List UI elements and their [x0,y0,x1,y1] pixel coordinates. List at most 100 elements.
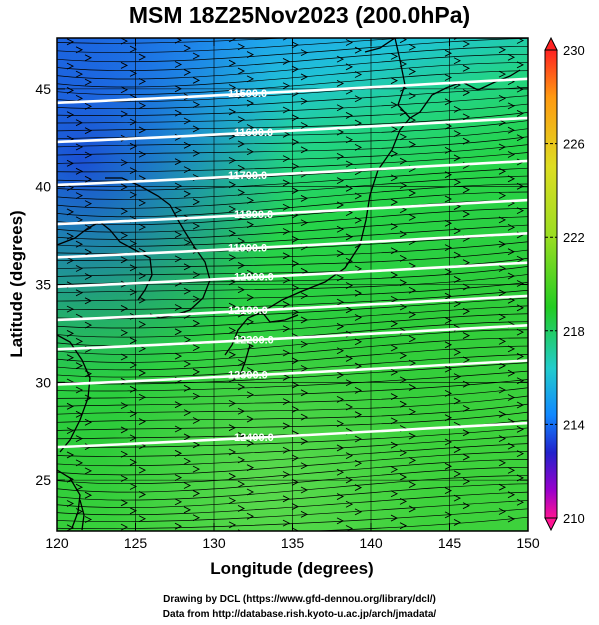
wind-arrow [462,356,471,364]
wind-arrow [507,442,516,450]
streamline [57,70,528,95]
wind-arrow [453,397,462,405]
wind-arrow [129,167,138,174]
wind-arrow [390,441,399,449]
wind-arrow [399,449,408,457]
wind-arrow [138,77,147,85]
wind-arrow [138,199,147,207]
height-contour [57,198,528,226]
wind-arrow [66,62,75,70]
wind-arrow [390,52,399,60]
wind-arrow [246,269,255,277]
wind-arrow [192,101,201,109]
wind-arrow [453,178,462,186]
wind-arrow [507,296,516,304]
wind-arrow [300,389,309,397]
y-axis-ticks: 25 30 35 40 45 [35,81,528,488]
wind-arrow [237,383,246,391]
wind-arrow [399,400,408,408]
wind-arrow [120,232,129,239]
wind-arrow [174,474,183,482]
wind-arrow [183,141,192,149]
wind-arrow [390,295,399,303]
wind-arrow [408,189,417,197]
wind-arrow [345,39,354,46]
wind-arrow [300,146,309,154]
streamline [57,111,528,132]
wind-arrow [345,306,354,314]
wind-arrow [300,195,309,202]
contour-label: 11600.0 [234,127,273,139]
wind-arrow [390,490,399,498]
wind-arrow [174,401,183,409]
wind-arrow [408,481,417,489]
wind-arrow [390,514,399,522]
wind-arrow [66,305,75,313]
wind-arrow [291,114,300,122]
wind-arrow [354,119,363,127]
wind-arrow [408,505,417,513]
wind-arrow [246,439,255,447]
wind-arrow [237,407,246,415]
wind-arrow [336,152,345,160]
wind-arrow [300,316,309,324]
wind-arrow [237,43,246,51]
wind-arrow [399,497,408,505]
wind-arrow [84,248,93,256]
streamline [306,516,528,531]
height-contour [57,421,528,449]
wind-arrow [399,38,408,44]
wind-arrow [237,189,246,196]
wind-arrow [390,344,399,352]
wind-arrow [246,221,255,229]
wind-arrow [507,126,516,134]
wind-arrow [120,523,129,531]
y-axis-title: Latitude (degrees) [7,210,26,357]
wind-arrow [228,229,237,237]
wind-arrow [246,75,255,83]
wind-arrow [129,385,138,393]
wind-arrow [408,92,417,100]
wind-arrow [75,119,84,127]
wind-arrow [444,195,453,203]
contour-label: 12200.0 [234,334,274,346]
wind-arrow [120,207,129,215]
wind-arrow [462,380,471,388]
wind-arrow [192,465,201,473]
wind-arrow [66,111,75,119]
wind-arrow [237,116,246,124]
wind-arrow [300,365,309,372]
wind-arrow [192,417,201,424]
wind-arrow [390,174,399,182]
wind-arrow [246,415,255,423]
wind-arrow [183,190,192,198]
wind-arrow [462,259,471,267]
wind-arrow [192,514,201,522]
wind-arrow [291,235,300,243]
wind-arrow [462,502,471,510]
wind-arrow [192,52,201,60]
wind-arrow [282,82,291,90]
wind-arrow [291,187,300,195]
wind-arrow [129,264,138,272]
wind-arrow [507,515,516,523]
wind-arrow [174,352,183,360]
wind-arrow [291,260,300,267]
wind-arrow [66,38,75,46]
wind-arrow [174,158,183,166]
wind-arrow [444,341,453,349]
streamline [57,136,528,156]
wind-arrow [345,282,354,289]
wind-arrow [84,491,93,499]
wind-arrow [462,40,471,48]
wind-arrow [390,368,399,376]
wind-arrow [516,328,525,336]
wind-arrow [66,232,75,240]
wind-arrow [345,63,354,71]
wind-arrow [444,171,453,179]
wind-arrow [399,279,408,287]
wind-arrow [444,462,453,470]
wind-arrow [462,332,471,339]
wind-arrow [390,198,399,206]
wind-arrow [192,392,201,400]
